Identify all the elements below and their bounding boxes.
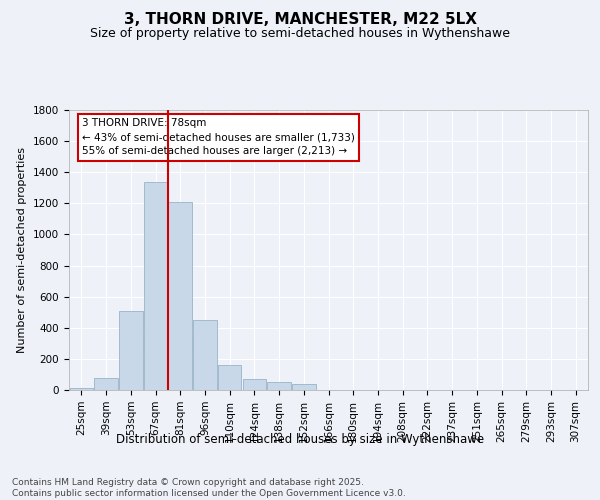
Bar bbox=[70, 388, 93, 390]
Bar bbox=[169, 202, 192, 390]
Bar bbox=[144, 182, 167, 390]
Y-axis label: Number of semi-detached properties: Number of semi-detached properties bbox=[17, 147, 28, 353]
Bar bbox=[119, 310, 143, 390]
Text: 3 THORN DRIVE: 78sqm
← 43% of semi-detached houses are smaller (1,733)
55% of se: 3 THORN DRIVE: 78sqm ← 43% of semi-detac… bbox=[82, 118, 355, 156]
Bar bbox=[218, 365, 241, 390]
Bar bbox=[193, 320, 217, 390]
Bar bbox=[268, 382, 291, 390]
Text: Distribution of semi-detached houses by size in Wythenshawe: Distribution of semi-detached houses by … bbox=[116, 432, 484, 446]
Bar bbox=[242, 379, 266, 390]
Bar bbox=[94, 378, 118, 390]
Text: Contains HM Land Registry data © Crown copyright and database right 2025.
Contai: Contains HM Land Registry data © Crown c… bbox=[12, 478, 406, 498]
Text: 3, THORN DRIVE, MANCHESTER, M22 5LX: 3, THORN DRIVE, MANCHESTER, M22 5LX bbox=[124, 12, 476, 28]
Bar bbox=[292, 384, 316, 390]
Text: Size of property relative to semi-detached houses in Wythenshawe: Size of property relative to semi-detach… bbox=[90, 28, 510, 40]
